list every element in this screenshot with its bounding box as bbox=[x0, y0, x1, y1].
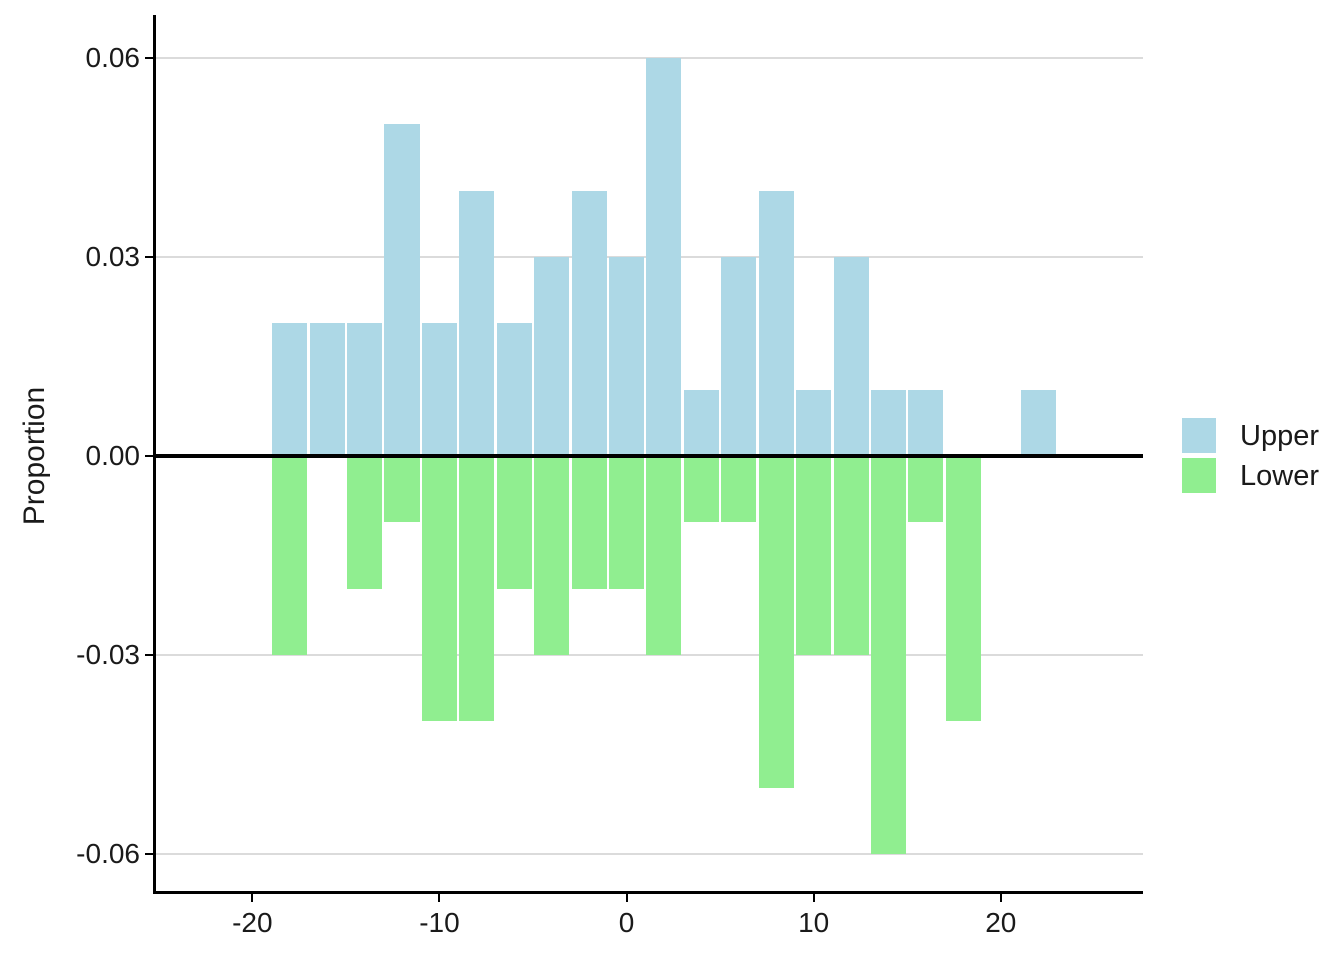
bar-lower-bin-12 bbox=[833, 455, 869, 655]
x-tick-label--20: -20 bbox=[232, 907, 273, 938]
y-tick-label--0.03: -0.03 bbox=[76, 638, 140, 670]
bar-upper-bin-12 bbox=[833, 257, 869, 456]
x-tick-0 bbox=[625, 894, 628, 902]
x-tick--10 bbox=[438, 894, 441, 902]
bar-upper-bin-22 bbox=[1020, 389, 1056, 456]
x-tick-label-0: 0 bbox=[618, 907, 635, 938]
bar-upper-bin-8 bbox=[758, 190, 794, 456]
bar-lower-bin--14 bbox=[347, 455, 383, 589]
x-tick-label-10: 10 bbox=[798, 907, 830, 938]
bar-upper-bin-6 bbox=[721, 257, 757, 456]
bar-lower-bin--4 bbox=[534, 455, 570, 655]
bar-upper-bin--16 bbox=[309, 323, 345, 456]
bar-lower-bin-8 bbox=[758, 455, 794, 788]
bar-upper-bin-14 bbox=[871, 389, 907, 456]
bar-upper-bin--6 bbox=[496, 323, 532, 456]
legend-label-lower: Lower bbox=[1240, 460, 1319, 492]
y-tick--0.06 bbox=[145, 852, 153, 855]
bar-lower-bin-0 bbox=[609, 455, 645, 589]
legend-swatch-lower bbox=[1182, 458, 1216, 493]
bar-lower-bin-10 bbox=[796, 455, 832, 655]
bar-lower-bin-18 bbox=[945, 455, 981, 722]
x-tick-label--10: -10 bbox=[419, 907, 460, 938]
bar-lower-bin--18 bbox=[272, 455, 308, 655]
x-tick-20 bbox=[999, 894, 1002, 902]
bar-lower-bin--8 bbox=[459, 455, 495, 722]
bar-lower-bin--6 bbox=[496, 455, 532, 589]
y-tick-0 bbox=[145, 454, 153, 457]
legend-swatch-upper bbox=[1182, 418, 1216, 453]
bar-upper-bin--14 bbox=[347, 323, 383, 456]
bar-upper-bin-16 bbox=[908, 389, 944, 456]
y-axis-line bbox=[153, 15, 156, 894]
x-axis-line bbox=[153, 891, 1143, 894]
bar-upper-bin-0 bbox=[609, 257, 645, 456]
bar-upper-bin--10 bbox=[421, 323, 457, 456]
y-tick-label-0.06: 0.06 bbox=[85, 42, 141, 74]
bar-upper-bin-10 bbox=[796, 389, 832, 456]
bar-lower-bin--2 bbox=[571, 455, 607, 589]
bar-upper-bin-2 bbox=[646, 58, 682, 456]
bar-upper-bin-4 bbox=[683, 389, 719, 456]
y-tick-label--0.06: -0.06 bbox=[76, 837, 140, 869]
x-tick--20 bbox=[251, 894, 254, 902]
bar-upper-bin--2 bbox=[571, 190, 607, 456]
legend-label-upper: Upper bbox=[1240, 420, 1319, 452]
bar-upper-bin--18 bbox=[272, 323, 308, 456]
y-tick--0.03 bbox=[145, 653, 153, 656]
bar-lower-bin--12 bbox=[384, 455, 420, 523]
bar-lower-bin-2 bbox=[646, 455, 682, 655]
x-tick-10 bbox=[812, 894, 815, 902]
x-tick-label-20: 20 bbox=[985, 907, 1017, 938]
gridline-y--0.03 bbox=[155, 653, 1143, 656]
y-tick-0.06 bbox=[145, 57, 153, 60]
y-tick-0.03 bbox=[145, 256, 153, 259]
bar-upper-bin--4 bbox=[534, 257, 570, 456]
bar-lower-bin-16 bbox=[908, 455, 944, 523]
bar-upper-bin--12 bbox=[384, 124, 420, 456]
bar-lower-bin-14 bbox=[871, 455, 907, 854]
bar-lower-bin-6 bbox=[721, 455, 757, 523]
y-tick-label-0.03: 0.03 bbox=[85, 241, 141, 273]
bar-lower-bin--10 bbox=[421, 455, 457, 722]
bar-upper-bin--8 bbox=[459, 190, 495, 456]
zero-baseline bbox=[155, 454, 1143, 458]
bar-lower-bin-4 bbox=[683, 455, 719, 523]
gridline-y--0.06 bbox=[155, 852, 1143, 855]
y-tick-label-0: 0.00 bbox=[85, 439, 141, 471]
y-axis-title: Proportion bbox=[18, 386, 51, 526]
